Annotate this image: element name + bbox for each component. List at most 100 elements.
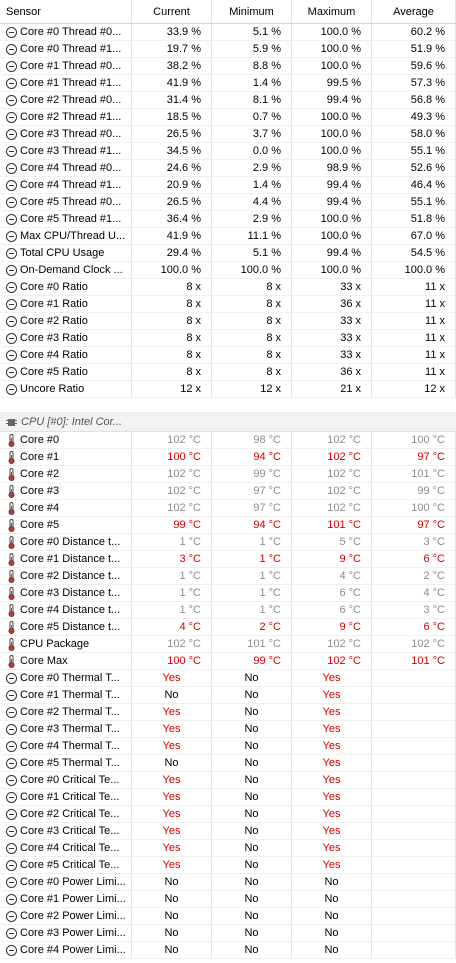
table-row[interactable]: Total CPU Usage 29.4 % 5.1 % 99.4 % 54.5 %	[0, 244, 456, 262]
table-row[interactable]: Core #4 Thread #0... 24.6 % 2.9 % 98.9 % 52.…	[0, 159, 456, 177]
sensor-label: Core #4 Ratio	[20, 349, 88, 361]
sensor-label: Core #4	[20, 502, 60, 514]
clock-gauge-icon	[6, 111, 17, 123]
table-row[interactable]: Core #3 Thread #1... 34.5 % 0.0 % 100.0 % 55…	[0, 142, 456, 160]
table-row[interactable]: Core #4 102 °C 97 °C 102 °C 100 °C	[0, 499, 456, 517]
table-row[interactable]: Core #2 Thermal T... Yes No Yes	[0, 703, 456, 721]
table-row[interactable]: Core #3 Distance t... 1 °C 1 °C 6 °C 4 °C	[0, 584, 456, 602]
sensor-group-header[interactable]: CPU [#0]: Intel Cor...	[0, 413, 456, 432]
table-row[interactable]: Core #4 Critical Te... Yes No Yes	[0, 839, 456, 857]
average-value	[372, 924, 456, 942]
table-row[interactable]: Core #3 Thermal T... Yes No Yes	[0, 720, 456, 738]
minimum-value: No	[212, 873, 292, 891]
minimum-value: 1.4 %	[212, 176, 292, 194]
table-row[interactable]: Core #0 Critical Te... Yes No Yes	[0, 771, 456, 789]
minimum-value: No	[212, 703, 292, 721]
current-value: 102 °C	[132, 431, 212, 449]
table-row[interactable]: Core #2 Power Limi... No No No	[0, 907, 456, 925]
table-row[interactable]: Core #1 Thread #1... 41.9 % 1.4 % 99.5 % 57.…	[0, 74, 456, 92]
table-row[interactable]: Core #4 Distance t... 1 °C 1 °C 6 °C 3 °C	[0, 601, 456, 619]
header-average[interactable]: Average	[372, 0, 456, 23]
table-row[interactable]: Core #1 Distance t... 3 °C 1 °C 9 °C 6 °C	[0, 550, 456, 568]
table-row[interactable]: Core #3 Power Limi... No No No	[0, 924, 456, 942]
maximum-value: 33 x	[292, 329, 372, 347]
table-row[interactable]: Core #1 100 °C 94 °C 102 °C 97 °C	[0, 448, 456, 466]
table-row[interactable]: Core #1 Critical Te... Yes No Yes	[0, 788, 456, 806]
table-row[interactable]: Core #4 Thread #1... 20.9 % 1.4 % 99.4 % 46.…	[0, 176, 456, 194]
table-row[interactable]: Core #2 Critical Te... Yes No Yes	[0, 805, 456, 823]
table-row[interactable]: Core #0 Thermal T... Yes No Yes	[0, 669, 456, 687]
minimum-value: No	[212, 771, 292, 789]
table-row[interactable]: Core #4 Power Limi... No No No	[0, 941, 456, 959]
table-row[interactable]: Core #1 Thermal T... No No Yes	[0, 686, 456, 704]
maximum-value: 99.5 %	[292, 74, 372, 92]
table-row[interactable]: Core #5 Thermal T... No No Yes	[0, 754, 456, 772]
table-row[interactable]: Core #1 Thread #0... 38.2 % 8.8 % 100.0 % 59…	[0, 57, 456, 75]
table-row[interactable]: Core #0 Thread #1... 19.7 % 5.9 % 100.0 % 51…	[0, 40, 456, 58]
sensor-label: Core #5 Distance t...	[20, 621, 121, 633]
header-minimum[interactable]: Minimum	[212, 0, 292, 23]
table-row[interactable]: Max CPU/Thread U... 41.9 % 11.1 % 100.0 % 67…	[0, 227, 456, 245]
clock-gauge-icon	[6, 145, 17, 157]
table-row[interactable]: Core #3 Thread #0... 26.5 % 3.7 % 100.0 % 58…	[0, 125, 456, 143]
average-value	[372, 822, 456, 840]
maximum-value: Yes	[292, 788, 372, 806]
sensor-label: Core #3 Distance t...	[20, 587, 121, 599]
sensor-label: Core #5 Thread #1...	[20, 213, 122, 225]
header-sensor[interactable]: Sensor	[0, 0, 132, 23]
table-row[interactable]: Core #2 Thread #0... 31.4 % 8.1 % 99.4 % 56.…	[0, 91, 456, 109]
sensor-label: Core #0 Ratio	[20, 281, 88, 293]
maximum-value: 99.4 %	[292, 91, 372, 109]
minimum-value: 8 x	[212, 329, 292, 347]
minimum-value: No	[212, 788, 292, 806]
table-row[interactable]: Core #5 Distance t... 4 °C 2 °C 9 °C 6 °C	[0, 618, 456, 636]
average-value	[372, 754, 456, 772]
average-value: 58.0 %	[372, 125, 456, 143]
table-row[interactable]: On-Demand Clock ... 100.0 % 100.0 % 100.0 %…	[0, 261, 456, 279]
header-maximum[interactable]: Maximum	[292, 0, 372, 23]
table-row[interactable]: Core #5 Thread #0... 26.5 % 4.4 % 99.4 % 55.…	[0, 193, 456, 211]
table-row[interactable]: Core #0 Power Limi... No No No	[0, 873, 456, 891]
table-row[interactable]: CPU Package 102 °C 101 °C 102 °C 102 °C	[0, 635, 456, 653]
table-row[interactable]: Core #1 Power Limi... No No No	[0, 890, 456, 908]
table-row[interactable]: Core #5 99 °C 94 °C 101 °C 97 °C	[0, 516, 456, 534]
table-row[interactable]: Core #2 Distance t... 1 °C 1 °C 4 °C 2 °C	[0, 567, 456, 585]
table-row[interactable]: Core #5 Critical Te... Yes No Yes	[0, 856, 456, 874]
table-row[interactable]: Core #2 102 °C 99 °C 102 °C 101 °C	[0, 465, 456, 483]
current-value: 1 °C	[132, 533, 212, 551]
table-row[interactable]: Core #3 Critical Te... Yes No Yes	[0, 822, 456, 840]
table-row[interactable]: Core #5 Thread #1... 36.4 % 2.9 % 100.0 % 51…	[0, 210, 456, 228]
sensor-name-cell: On-Demand Clock ...	[0, 261, 132, 279]
table-row[interactable]: Core Max 100 °C 99 °C 102 °C 101 °C	[0, 652, 456, 670]
sensor-label: Core #0 Thread #1...	[20, 43, 122, 55]
maximum-value: 36 x	[292, 363, 372, 381]
minimum-value: 99 °C	[212, 465, 292, 483]
current-value: 24.6 %	[132, 159, 212, 177]
table-row[interactable]: Core #4 Thermal T... Yes No Yes	[0, 737, 456, 755]
sensor-label: Core #3 Power Limi...	[20, 927, 126, 939]
current-value: 8 x	[132, 363, 212, 381]
table-row[interactable]: Core #0 102 °C 98 °C 102 °C 100 °C	[0, 431, 456, 449]
minimum-value: No	[212, 720, 292, 738]
maximum-value: 100.0 %	[292, 125, 372, 143]
table-row[interactable]: Uncore Ratio 12 x 12 x 21 x 12 x	[0, 380, 456, 398]
sensor-label: Core #0 Distance t...	[20, 536, 121, 548]
table-row[interactable]: Core #2 Thread #1... 18.5 % 0.7 % 100.0 % 49…	[0, 108, 456, 126]
table-row[interactable]: Core #3 102 °C 97 °C 102 °C 99 °C	[0, 482, 456, 500]
table-row[interactable]: Core #0 Distance t... 1 °C 1 °C 5 °C 3 °C	[0, 533, 456, 551]
current-value: Yes	[132, 856, 212, 874]
header-current[interactable]: Current	[132, 0, 212, 23]
maximum-value: 6 °C	[292, 601, 372, 619]
minimum-value: No	[212, 856, 292, 874]
table-row[interactable]: Core #0 Thread #0... 33.9 % 5.1 % 100.0 % 60…	[0, 23, 456, 41]
sensor-label: Core #2 Thread #1...	[20, 111, 122, 123]
minimum-value: 8 x	[212, 346, 292, 364]
sensor-name-cell: Core #0 Ratio	[0, 278, 132, 296]
minimum-value: 8 x	[212, 363, 292, 381]
